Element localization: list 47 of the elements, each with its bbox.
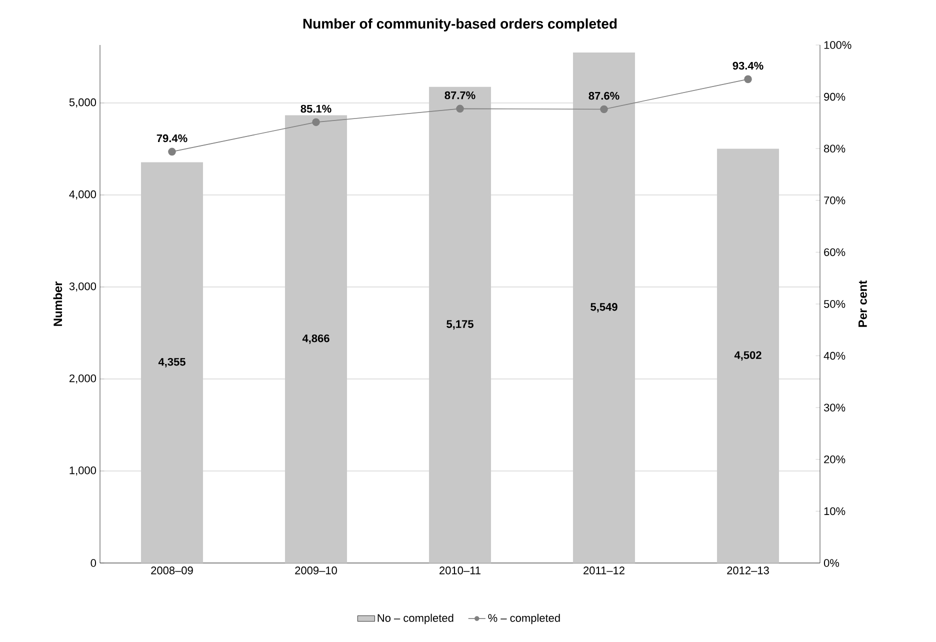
data-label: 87.7% [444,91,476,100]
bar [141,162,203,563]
y-tick-label: 2,000 [69,374,96,384]
y2-tick-label: 30% [824,404,846,412]
bar [717,148,780,563]
y2-tick-label: 70% [824,196,846,204]
data-label: 87.6% [588,92,620,100]
data-label: 85.1% [300,104,332,113]
point [744,75,752,84]
y2-tick-label: 50% [824,300,846,308]
data-label: 93.4% [732,62,764,70]
x-tick-label: 2008–09 [151,566,193,574]
y2-tick-label: 0% [824,559,840,567]
data-label: 5,549 [590,303,618,312]
data-label: 4,502 [734,351,762,361]
y2-tick-label: 40% [824,352,846,360]
y-tick-label: 4,000 [69,190,96,200]
y2-tick-label: 10% [824,507,846,516]
point [600,105,608,114]
y2-tick-label: 90% [824,92,846,101]
y-tick-label: 0 [90,559,96,567]
x-tick-label: 2010–11 [440,566,480,574]
point [312,118,320,126]
point [168,148,176,156]
point [456,104,464,113]
legend-label: No – completed [378,614,454,624]
y-axis-title: Number [53,282,62,326]
y2-axis-title: Per cent [858,280,867,327]
x-tick-label: 2012–13 [727,566,769,574]
legend-label: % – completed [488,614,560,624]
x-tick-label: 2011–12 [584,566,624,574]
chart-title: Number of community-based orders completed [303,18,617,32]
y2-tick-label: 100% [824,41,852,49]
y2-tick-label: 20% [824,456,846,464]
y-tick-label: 5,000 [69,98,96,108]
bar [573,52,636,563]
y-tick-label: 1,000 [70,466,96,476]
data-label: 5,175 [446,320,474,330]
data-label: 79.4% [156,134,188,142]
y-tick-label: 3,000 [69,282,96,292]
x-tick-label: 2009–10 [295,566,337,574]
data-label: 4,866 [302,334,330,344]
bar [429,86,492,563]
bar [285,115,348,563]
y2-tick-label: 80% [824,144,846,152]
y2-tick-label: 60% [824,248,846,256]
data-label: 4,355 [158,358,186,368]
